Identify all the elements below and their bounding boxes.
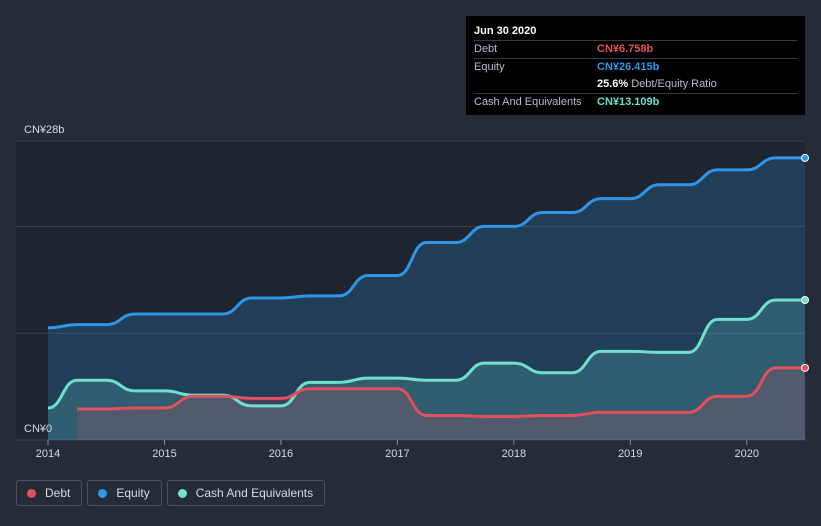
tooltip-row-debt: Debt CN¥6.758b: [474, 40, 797, 58]
debt-endpoint: [801, 363, 809, 372]
x-tick-label-2014: 2014: [36, 448, 60, 460]
debt-dot-icon: [27, 488, 36, 498]
tooltip-ratio-spacer: [474, 76, 597, 93]
x-tick-label-2017: 2017: [385, 448, 409, 460]
tooltip-row-cash: Cash And Equivalents CN¥13.109b: [474, 93, 797, 111]
cash-and-equivalents-line: [47, 298, 805, 410]
cash-dot-icon: [177, 488, 187, 498]
tooltip-debt-label: Debt: [474, 43, 498, 55]
tooltip-cash-value: CN¥13.109b: [597, 96, 660, 108]
legend-equity-label: Equity: [116, 486, 150, 500]
series-areas: [48, 157, 806, 440]
tooltip-equity-value: CN¥26.415b: [597, 61, 660, 73]
legend-debt-label: Debt: [45, 486, 71, 500]
debt-line: [77, 366, 805, 419]
x-tick-label-2016: 2016: [269, 448, 293, 460]
tooltip-ratio-value: 25.6%: [597, 78, 629, 90]
tooltip-panel: Jun 30 2020 Debt CN¥6.758b Equity CN¥26.…: [466, 16, 805, 115]
equity-area: [48, 157, 805, 440]
equity-line: [47, 156, 805, 330]
y-axis-bottom-label: CN¥0: [24, 423, 52, 435]
gridlines: [16, 140, 805, 441]
tooltip-equity-label: Equity: [474, 61, 505, 73]
tooltip-cash-label: Cash And Equivalents: [474, 96, 582, 108]
x-tick-label-2018: 2018: [502, 448, 526, 460]
equity-endpoint: [801, 153, 809, 162]
legend-item-debt[interactable]: Debt: [16, 480, 83, 506]
series-lines: [47, 156, 805, 419]
tooltip-ratio-label: Debt/Equity Ratio: [631, 78, 717, 90]
x-axis-ticks: 2014 2015 2016 2017 2018 2019 2020: [36, 440, 759, 460]
legend-item-cash[interactable]: Cash And Equivalents: [166, 480, 326, 506]
tooltip-row-equity: Equity CN¥26.415b: [474, 58, 797, 76]
cash-and-equivalents-area: [48, 300, 805, 440]
cash-and-equivalents-endpoint: [801, 296, 809, 305]
tooltip-date: Jun 30 2020: [474, 25, 537, 37]
equity-dot-icon: [98, 488, 108, 498]
series-endpoints: [801, 153, 809, 372]
tooltip-debt-value: CN¥6.758b: [597, 43, 654, 55]
x-tick-label-2015: 2015: [152, 448, 176, 460]
legend-item-equity[interactable]: Equity: [87, 480, 162, 506]
x-tick-label-2020: 2020: [735, 448, 759, 460]
legend-cash-label: Cash And Equivalents: [195, 486, 314, 500]
chart-legend: Debt Equity Cash And Equivalents: [16, 480, 326, 508]
debt-area: [77, 367, 806, 440]
y-axis-top-label: CN¥28b: [24, 124, 64, 136]
x-tick-label-2019: 2019: [618, 448, 642, 460]
tooltip-row-ratio: 25.6% Debt/Equity Ratio: [474, 76, 797, 93]
